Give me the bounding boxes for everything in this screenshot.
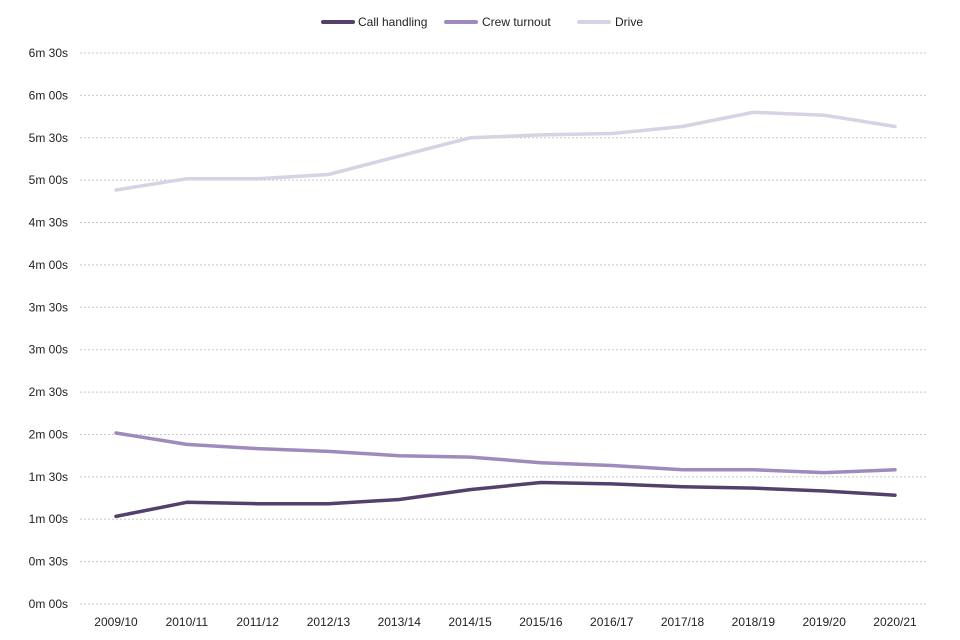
y-tick-label: 4m 30s: [29, 216, 68, 230]
x-tick-label: 2014/15: [448, 615, 492, 629]
y-tick-label: 4m 00s: [29, 258, 68, 272]
x-tick-label: 2010/11: [166, 615, 209, 629]
x-tick-label: 2016/17: [590, 615, 634, 629]
x-tick-label: 2011/12: [236, 615, 279, 629]
y-tick-label: 6m 30s: [29, 46, 68, 60]
legend-label: Call handling: [358, 15, 427, 29]
y-tick-label: 5m 00s: [29, 173, 68, 187]
y-tick-label: 6m 00s: [29, 88, 68, 102]
y-axis-tick-labels: 0m 00s 0m 30s 1m 00s 1m 30s 2m 00s 2m 30s 3m 0…: [29, 46, 68, 611]
y-tick-label: 3m 00s: [29, 343, 68, 357]
x-tick-label: 2020/21: [873, 615, 917, 629]
x-tick-label: 2017/18: [661, 615, 705, 629]
x-tick-label: 2018/19: [732, 615, 776, 629]
x-tick-label: 2013/14: [378, 615, 422, 629]
y-tick-label: 3m 30s: [29, 300, 68, 314]
y-tick-label: 2m 30s: [29, 385, 68, 399]
x-tick-label: 2009/10: [94, 615, 138, 629]
gridlines: [80, 52, 928, 605]
legend-label: Drive: [615, 15, 643, 29]
x-tick-label: 2012/13: [307, 615, 351, 629]
x-tick-label: 2015/16: [519, 615, 563, 629]
x-axis-tick-labels: 2009/10 2010/11 2011/12 2012/13 2013/14 2014/…: [94, 615, 917, 629]
y-tick-label: 1m 00s: [29, 512, 68, 526]
y-tick-label: 5m 30s: [29, 131, 68, 145]
y-tick-label: 2m 00s: [29, 427, 68, 441]
legend-label: Crew turnout: [482, 15, 551, 29]
series-line-crew-turnout: [114, 431, 897, 475]
y-tick-label: 0m 00s: [29, 597, 68, 611]
x-tick-label: 2019/20: [802, 615, 846, 629]
series-line-call-handling: [114, 480, 897, 519]
series-line-drive: [114, 110, 897, 192]
series-lines: [114, 110, 897, 519]
y-tick-label: 1m 30s: [29, 470, 68, 484]
legend: Call handling Crew turnout Drive: [321, 15, 643, 29]
y-tick-label: 0m 30s: [29, 555, 68, 569]
